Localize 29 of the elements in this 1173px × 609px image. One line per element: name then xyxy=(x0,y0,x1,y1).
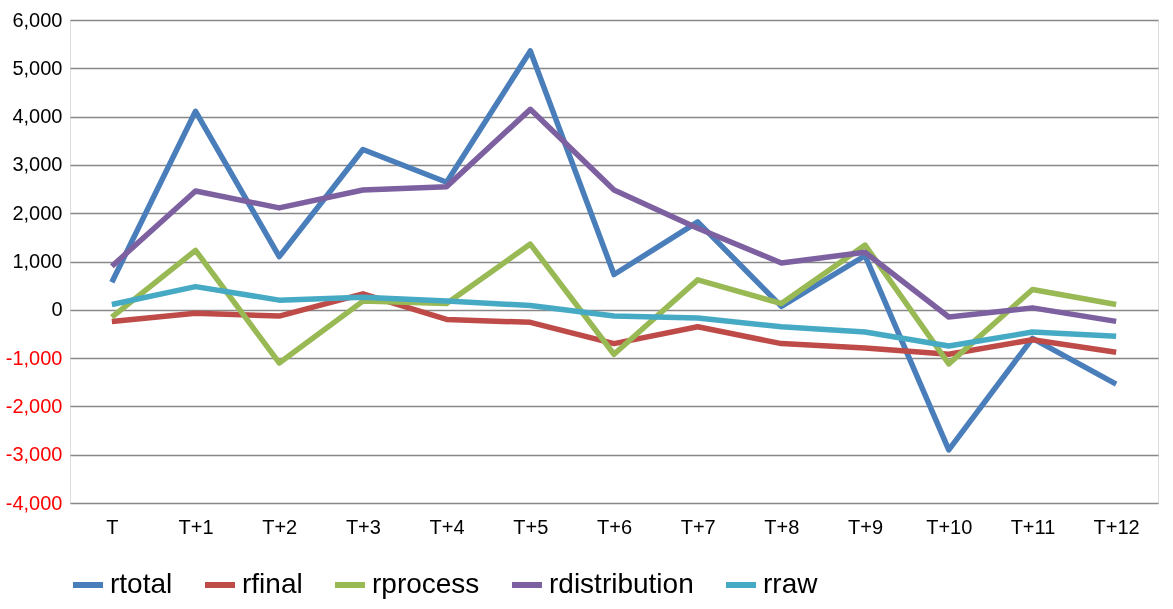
y-tick-label: -2,000 xyxy=(5,394,63,417)
y-tick-label: 2,000 xyxy=(12,201,63,224)
y-tick-label: -1,000 xyxy=(5,346,63,369)
y-tick-label: 5,000 xyxy=(12,56,63,79)
x-tick-label: T+5 xyxy=(513,515,549,538)
legend-label: rfinal xyxy=(242,568,303,599)
x-tick-label: T+11 xyxy=(1010,515,1056,538)
y-tick-label: 4,000 xyxy=(12,105,63,128)
x-tick-label: T+1 xyxy=(178,515,214,538)
legend-label: rraw xyxy=(763,568,819,599)
x-tick-label: T+4 xyxy=(429,515,465,538)
y-tick-label: -3,000 xyxy=(5,443,63,466)
y-tick-label: -4,000 xyxy=(5,491,63,514)
legend-label: rdistribution xyxy=(549,568,694,599)
legend-label: rprocess xyxy=(372,568,480,599)
x-tick-label: T+7 xyxy=(680,515,716,538)
x-tick-label: T+3 xyxy=(345,515,381,538)
legend-label: rtotal xyxy=(110,568,173,599)
x-tick-label: T+6 xyxy=(596,515,633,538)
x-tick-label: T xyxy=(106,515,119,538)
y-tick-label: 1,000 xyxy=(12,250,63,272)
x-tick-label: T+12 xyxy=(1093,515,1140,538)
y-tick-label: 0 xyxy=(51,298,63,321)
x-tick-label: T+2 xyxy=(262,515,298,538)
x-tick-label: T+8 xyxy=(764,515,800,538)
x-tick-label: T+9 xyxy=(848,515,884,538)
y-tick-label: 6,000 xyxy=(12,8,63,31)
x-tick-label: T+10 xyxy=(926,515,973,538)
y-tick-label: 3,000 xyxy=(12,153,63,176)
